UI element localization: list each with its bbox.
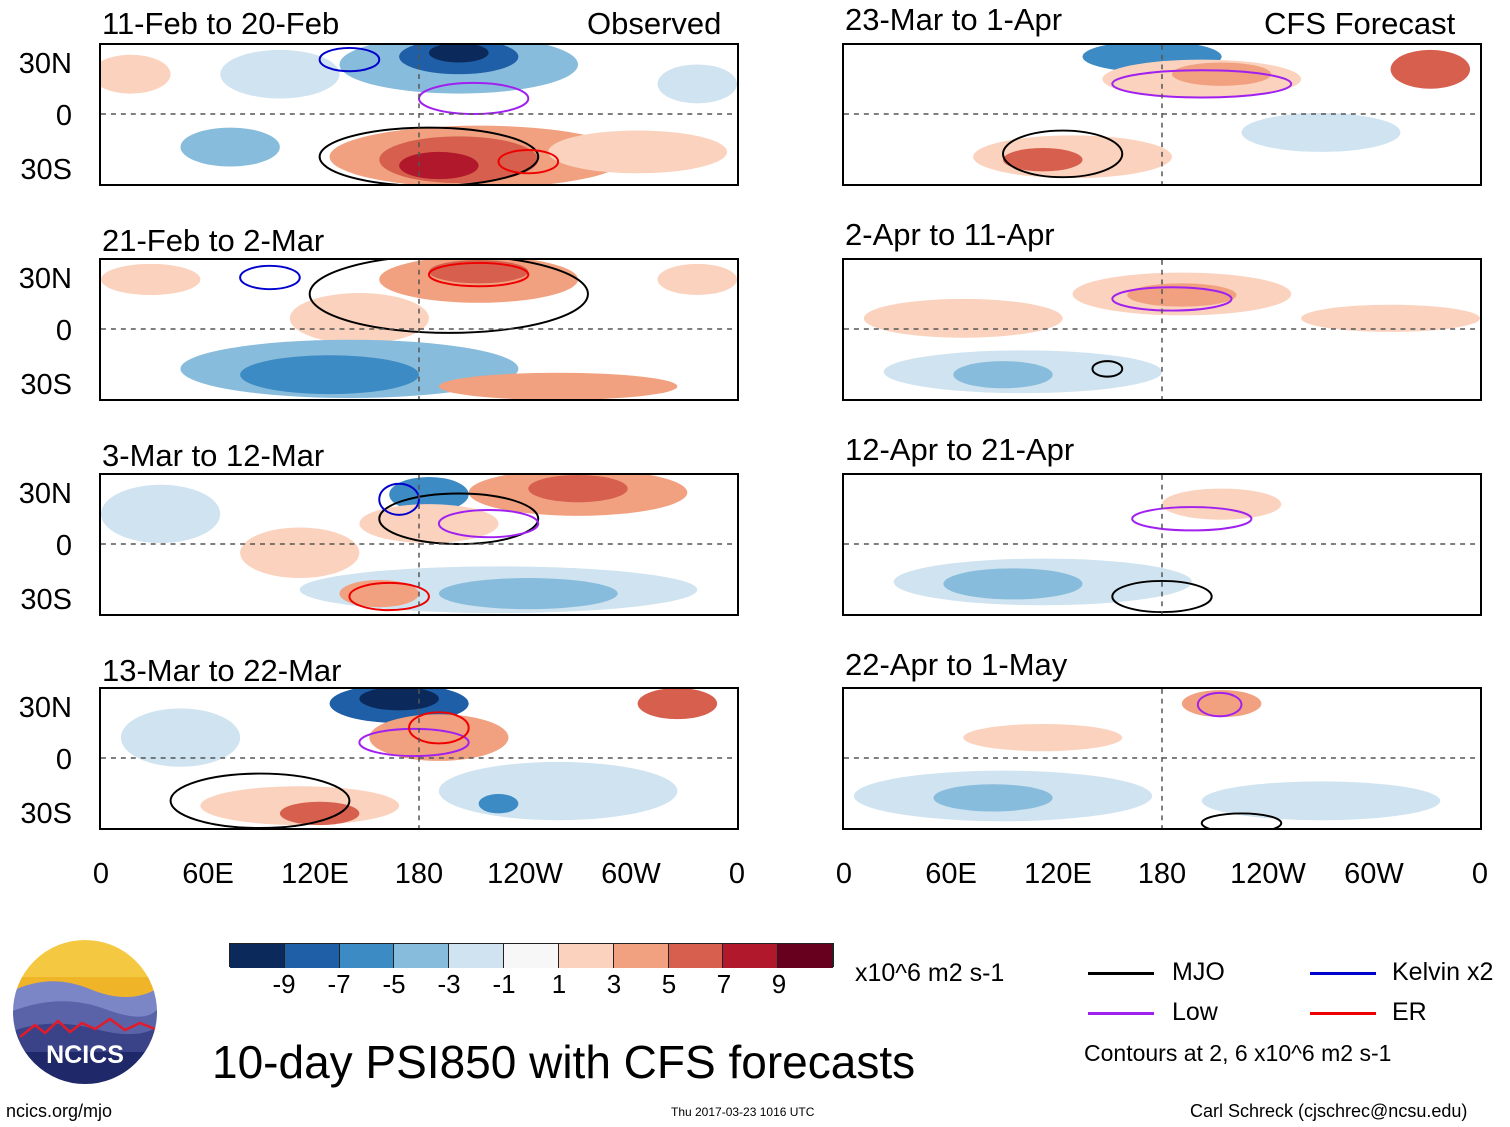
lon-tick-120w: 120W [1230,858,1306,890]
lat-tick-30n: 30N [18,478,72,510]
cb-tick: 9 [771,969,787,999]
contour-note: Contours at 2, 6 x10^6 m2 s-1 [1084,1040,1392,1066]
lon-tick-120e: 120E [281,858,349,890]
map-panel-5 [842,43,1482,186]
lon-tick-60w: 60W [601,858,661,890]
colorbar-labels: -9 -7 -5 -3 -1 1 3 5 7 9 [229,971,834,1001]
panel-title-2: 21-Feb to 2-Mar [102,223,325,258]
cb-tick: 7 [716,969,732,999]
panel-title-1: 11-Feb to 20-Feb [102,6,340,41]
lat-tick-0: 0 [55,530,72,562]
cb-tick: 3 [606,969,622,999]
lat-tick-30n: 30N [18,692,72,724]
panel-title-5: 23-Mar to 1-Apr [845,2,1063,37]
lon-tick-0: 0 [835,858,853,890]
legend-line-kelvin [1310,972,1376,975]
units-label: x10^6 m2 s-1 [855,959,1005,987]
colorbar-swatch [668,944,724,968]
observed-label: Observed [587,6,722,41]
lat-tick-30n: 30N [18,263,72,295]
cfs-forecast-label: CFS Forecast [1264,6,1456,41]
legend-label-er: ER [1392,998,1427,1026]
lon-tick-120w: 120W [487,858,563,890]
panel-title-3: 3-Mar to 12-Mar [102,438,325,473]
colorbar-swatch [558,944,614,968]
lon-tick-180: 180 [1137,858,1187,890]
legend-line-er [1310,1012,1376,1015]
logo-text: NCICS [46,1041,124,1069]
lon-tick-0: 0 [92,858,110,890]
cb-tick: -3 [437,969,461,999]
legend-line-mjo [1088,972,1154,975]
lon-tick-0-end: 0 [728,858,746,890]
colorbar-swatch [778,944,833,968]
panel-title-7: 12-Apr to 21-Apr [845,432,1075,467]
lat-tick-0: 0 [55,315,72,347]
footer-credit: Carl Schreck (cjschrec@ncsu.edu) [1190,1101,1468,1121]
cb-tick: -7 [327,969,351,999]
lat-tick-30n: 30N [18,48,72,80]
cb-tick: -1 [492,969,516,999]
colorbar-swatch [284,944,340,968]
map-panel-4 [99,687,739,830]
lat-tick-30s: 30S [20,584,72,616]
legend-label-kelvin: Kelvin x2 [1392,958,1494,986]
lon-tick-60w: 60W [1344,858,1404,890]
colorbar [229,943,834,968]
map-panel-2 [99,258,739,401]
lat-tick-30s: 30S [20,154,72,186]
map-panel-7 [842,473,1482,616]
lat-tick-30s: 30S [20,798,72,830]
lat-tick-0: 0 [55,100,72,132]
cb-tick: -5 [382,969,406,999]
panel-title-8: 22-Apr to 1-May [845,647,1068,682]
footer-url[interactable]: ncics.org/mjo [6,1101,113,1121]
panel-title-4: 13-Mar to 22-Mar [102,653,342,688]
colorbar-swatch [394,944,450,968]
map-panel-6 [842,258,1482,401]
colorbar-swatch [449,944,505,968]
colorbar-swatch [504,944,559,968]
ncics-logo: NCICS [10,937,160,1087]
colorbar-swatch [723,944,779,968]
map-panel-1 [99,43,739,186]
colorbar-swatch [230,944,285,968]
cb-tick: 5 [661,969,677,999]
main-title: 10-day PSI850 with CFS forecasts [212,1036,916,1088]
lon-tick-180: 180 [394,858,444,890]
legend-label-low: Low [1172,998,1218,1026]
lon-tick-0-end: 0 [1471,858,1489,890]
lon-tick-120e: 120E [1024,858,1092,890]
lon-tick-60e: 60E [182,858,234,890]
cb-tick: -9 [272,969,296,999]
lon-tick-60e: 60E [925,858,977,890]
map-panel-8 [842,687,1482,830]
footer-timestamp: Thu 2017-03-23 1016 UTC [671,1105,815,1119]
colorbar-swatch [613,944,669,968]
cb-tick: 1 [551,969,567,999]
lat-tick-30s: 30S [20,369,72,401]
colorbar-swatch [339,944,395,968]
panel-title-6: 2-Apr to 11-Apr [845,217,1055,252]
map-panel-3 [99,473,739,616]
legend-label-mjo: MJO [1172,958,1225,986]
lat-tick-0: 0 [55,744,72,776]
legend-line-low [1088,1012,1154,1015]
